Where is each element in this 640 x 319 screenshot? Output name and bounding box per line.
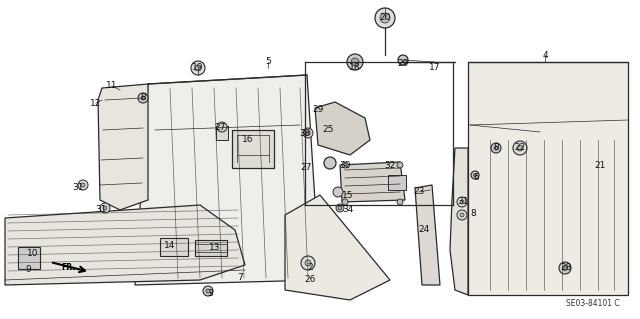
Circle shape: [191, 61, 205, 75]
Circle shape: [103, 206, 107, 210]
Text: 18: 18: [349, 63, 361, 72]
Text: 32: 32: [384, 160, 396, 169]
Text: 12: 12: [90, 99, 102, 108]
Circle shape: [138, 93, 148, 103]
Text: 31: 31: [95, 205, 107, 214]
Polygon shape: [450, 148, 468, 295]
Circle shape: [306, 131, 310, 135]
Circle shape: [338, 206, 342, 210]
Circle shape: [471, 171, 479, 179]
Text: 34: 34: [342, 205, 354, 214]
Text: 10: 10: [28, 249, 39, 258]
Text: 25: 25: [323, 125, 333, 135]
Text: 8: 8: [470, 210, 476, 219]
Circle shape: [375, 8, 395, 28]
Bar: [195, 240, 227, 256]
Text: 8: 8: [140, 93, 146, 101]
Circle shape: [333, 187, 343, 197]
Circle shape: [474, 174, 477, 176]
Text: 28: 28: [560, 263, 572, 272]
Circle shape: [141, 96, 145, 100]
Text: 23: 23: [413, 188, 425, 197]
Circle shape: [342, 199, 348, 205]
Circle shape: [206, 289, 210, 293]
Circle shape: [217, 122, 227, 132]
Polygon shape: [135, 75, 320, 285]
Text: 4: 4: [542, 50, 548, 60]
Text: 13: 13: [209, 243, 221, 253]
Text: 5: 5: [265, 57, 271, 66]
Circle shape: [336, 204, 344, 212]
Text: 24: 24: [419, 226, 429, 234]
Polygon shape: [340, 162, 405, 202]
Text: 26: 26: [304, 276, 316, 285]
Bar: [18, 247, 40, 269]
Circle shape: [397, 162, 403, 168]
Text: 27: 27: [214, 122, 226, 131]
Circle shape: [517, 145, 523, 151]
Circle shape: [351, 58, 359, 66]
Polygon shape: [415, 185, 440, 285]
Text: 6: 6: [473, 174, 479, 182]
Text: 16: 16: [243, 136, 253, 145]
Text: 7: 7: [237, 272, 243, 281]
Circle shape: [81, 183, 85, 187]
Text: 2: 2: [307, 263, 313, 272]
Circle shape: [494, 146, 498, 150]
Text: 14: 14: [164, 241, 176, 249]
Circle shape: [100, 203, 110, 213]
Text: 8: 8: [493, 144, 499, 152]
Text: 20: 20: [380, 13, 390, 23]
Text: 11: 11: [106, 81, 118, 91]
Circle shape: [301, 256, 315, 270]
Circle shape: [303, 128, 313, 138]
Circle shape: [324, 157, 336, 169]
Polygon shape: [5, 205, 245, 285]
Text: FR.: FR.: [61, 263, 75, 271]
Text: 29: 29: [397, 58, 409, 68]
Text: 17: 17: [429, 63, 441, 72]
Bar: [216, 126, 228, 140]
Circle shape: [559, 262, 571, 274]
Bar: [232, 130, 274, 168]
Polygon shape: [98, 84, 148, 210]
Polygon shape: [285, 195, 390, 300]
Circle shape: [457, 197, 467, 207]
Text: 27: 27: [300, 164, 312, 173]
Text: 33: 33: [300, 130, 311, 138]
Polygon shape: [315, 102, 370, 155]
Circle shape: [513, 141, 527, 155]
Text: 31: 31: [457, 197, 468, 206]
Text: 3: 3: [207, 290, 213, 299]
Text: 31: 31: [72, 182, 84, 191]
Circle shape: [460, 200, 464, 204]
Circle shape: [460, 213, 464, 217]
Circle shape: [397, 199, 403, 205]
Circle shape: [305, 260, 311, 266]
Circle shape: [195, 65, 201, 71]
Circle shape: [491, 143, 501, 153]
Text: 9: 9: [25, 265, 31, 275]
Text: 21: 21: [595, 160, 605, 169]
Polygon shape: [468, 62, 628, 295]
Text: 29: 29: [312, 106, 324, 115]
Circle shape: [342, 162, 348, 168]
Circle shape: [457, 210, 467, 220]
Bar: [160, 238, 188, 256]
Text: 30: 30: [339, 161, 351, 170]
Text: 15: 15: [342, 190, 354, 199]
Circle shape: [380, 13, 390, 23]
Circle shape: [563, 265, 568, 271]
Text: SE03-84101 C: SE03-84101 C: [566, 299, 620, 308]
Circle shape: [203, 286, 213, 296]
Text: 22: 22: [515, 144, 525, 152]
Circle shape: [78, 180, 88, 190]
Text: 19: 19: [192, 63, 204, 72]
Circle shape: [347, 54, 363, 70]
Circle shape: [398, 55, 408, 65]
Bar: [388, 175, 406, 190]
